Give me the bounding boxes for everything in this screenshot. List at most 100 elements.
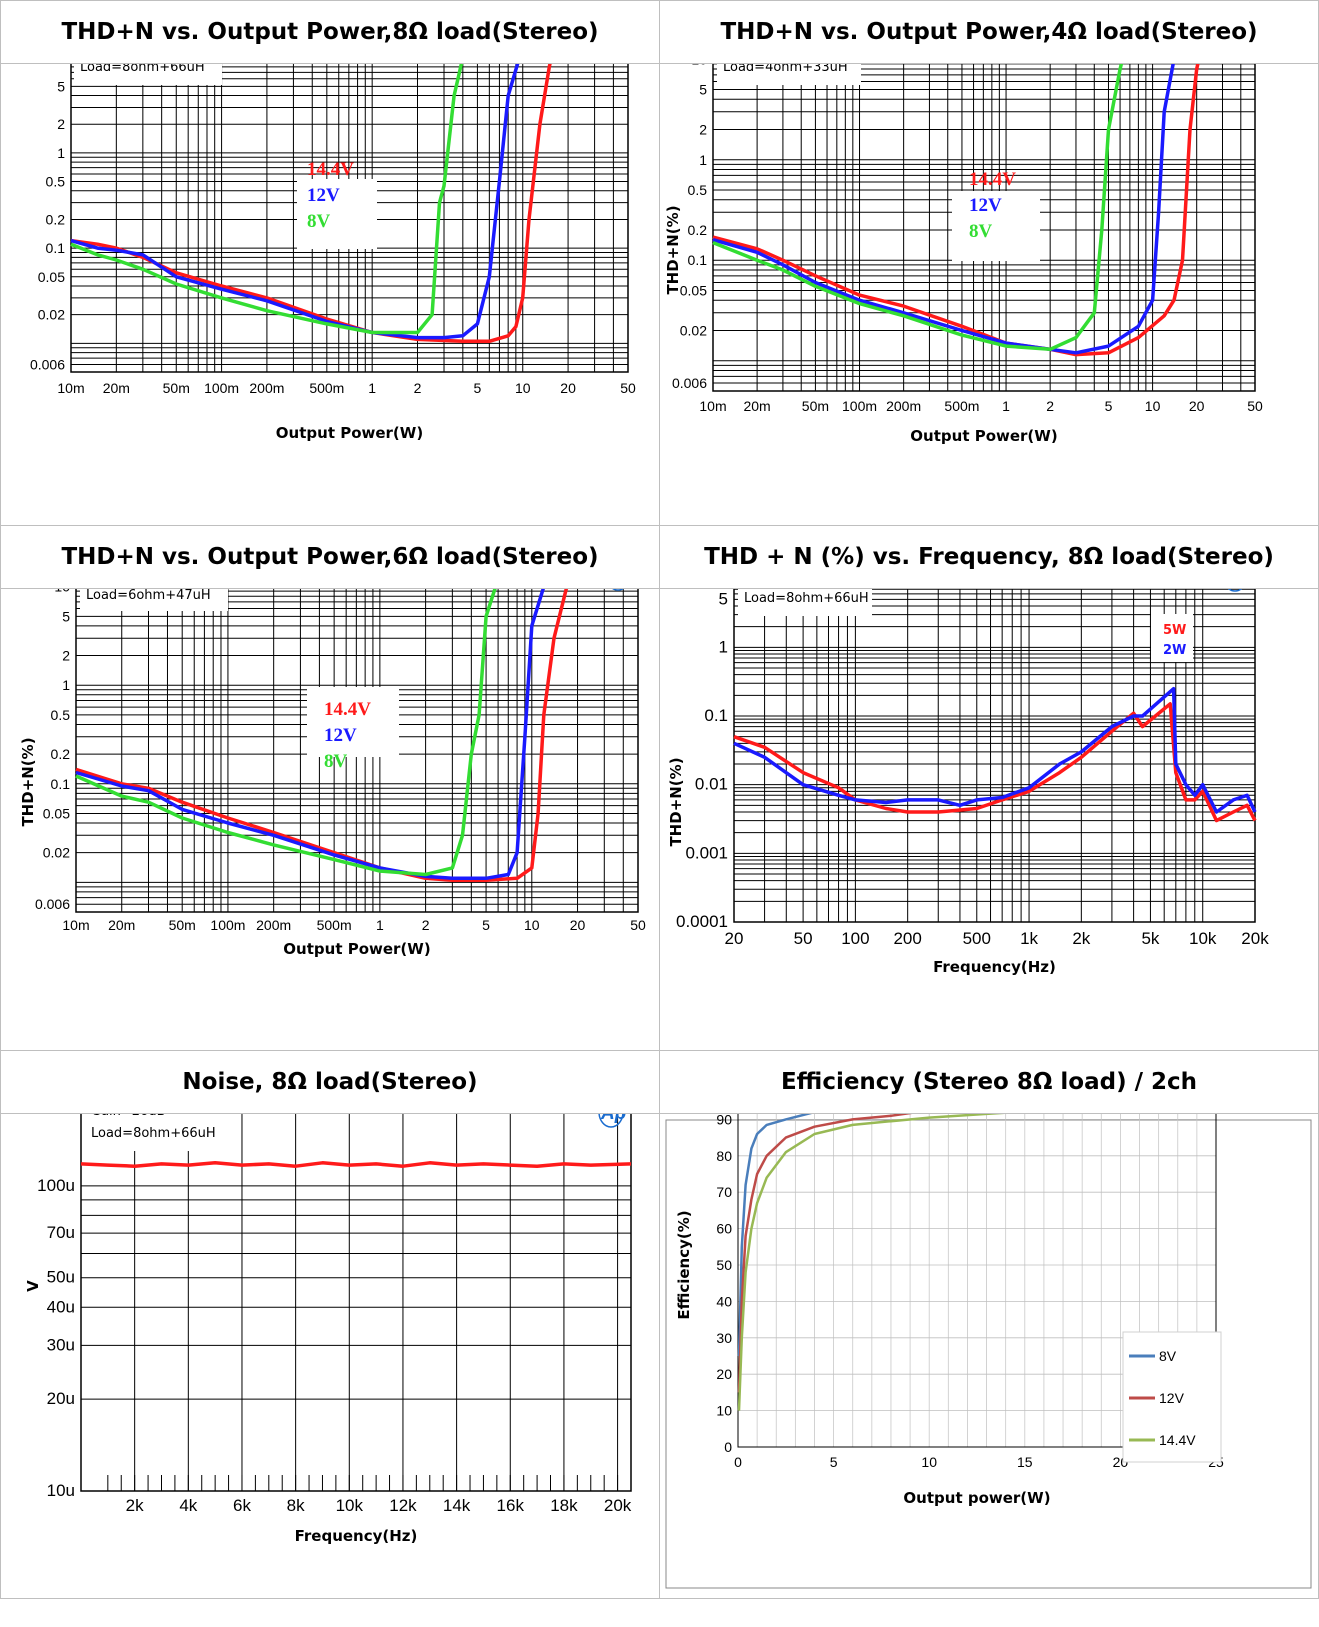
panel-1-chart: Gain=26dBLoad=8ohm+66uH14.4V12V8VAp10m20… [0, 63, 660, 526]
y-tick-label: 0.5 [46, 174, 66, 190]
info-box [74, 64, 222, 85]
y-tick-label: 5 [699, 82, 707, 98]
x-tick-label: 200 [893, 929, 921, 948]
x-tick-label: 1 [376, 917, 384, 933]
series-line-8v [75, 589, 497, 877]
x-tick-label: 50 [620, 380, 636, 396]
y-tick-label: 0.02 [43, 845, 70, 861]
thd-vs-power-8ohm-svg: Gain=26dBLoad=8ohm+66uH14.4V12V8VAp10m20… [30, 64, 636, 442]
x-tick-label: 18k [550, 1496, 578, 1515]
y-tick-label: 0.2 [688, 222, 708, 238]
x-tick-label: 10k [1189, 929, 1217, 948]
thd-vs-power-4ohm-svg: Gain=26dBLoad=4ohm+33uH14.4V12V8VAp10m20… [664, 64, 1263, 445]
x-tick-label: 20m [103, 380, 130, 396]
x-tick-label: 100m [210, 917, 245, 933]
x-tick-label: 10m [62, 917, 89, 933]
x-tick-label: 10m [699, 398, 726, 414]
panel-3-chart: Gain=26dBLoad=6ohm+47uH14.4V12V8VAp10m20… [0, 588, 660, 1051]
voltage-label-box [1151, 614, 1193, 662]
x-axis-title: Output Power(W) [910, 427, 1057, 445]
x-tick-label: 200m [249, 380, 284, 396]
y-tick-label: 10 [716, 1403, 732, 1419]
x-tick-label: 15 [1017, 1454, 1033, 1470]
y-tick-label: 0 [724, 1439, 732, 1455]
x-tick-label: 50m [163, 380, 190, 396]
y-tick-label: 60 [716, 1221, 732, 1237]
y-tick-label: 0.2 [46, 211, 66, 227]
y-tick-label: 2 [699, 121, 707, 137]
x-tick-label: 4k [179, 1496, 197, 1515]
series-line-8v [737, 1114, 813, 1357]
svg-text:Ap: Ap [600, 1114, 626, 1124]
plot-area-border [712, 64, 1256, 392]
info-box-line: Load=6ohm+47uH [86, 589, 211, 603]
x-tick-label: 16k [497, 1496, 525, 1515]
x-axis-title: Output power(W) [903, 1489, 1050, 1507]
y-tick-label: 100u [37, 1176, 75, 1195]
x-tick-label: 20 [560, 380, 576, 396]
series-line-14-4v [70, 64, 552, 344]
x-tick-label: 50 [794, 929, 813, 948]
x-tick-label: 500m [317, 917, 352, 933]
x-tick-label: 10 [515, 380, 531, 396]
x-axis-title: Frequency(Hz) [295, 1527, 418, 1545]
y-tick-label: 70 [716, 1184, 732, 1200]
x-tick-label: 500m [309, 380, 344, 396]
x-axis-title: Frequency(Hz) [933, 958, 1056, 976]
thd-vs-frequency-svg: Gain=26dBLoad=8ohm+66uH5W2WAp20501002005… [667, 589, 1269, 976]
series-line-8v [70, 64, 464, 335]
x-tick-label: 10m [57, 380, 84, 396]
series-label: 14.4V [307, 159, 354, 180]
y-axis-title: Efficiency(%) [675, 1210, 693, 1319]
y-axis-title: V [24, 1280, 42, 1292]
x-tick-label: 6k [233, 1496, 251, 1515]
voltage-label-box [297, 179, 377, 249]
legend-label: 12V [1159, 1390, 1185, 1406]
series-line-12v [75, 589, 545, 881]
info-box-line: Load=8ohm+66uH [91, 1126, 216, 1141]
series-line-14-4v [75, 589, 569, 882]
panel-4-title: THD + N (%) vs. Frequency, 8Ω load(Stere… [659, 525, 1319, 589]
y-tick-label: 0.02 [680, 322, 707, 338]
plot-area-border [75, 589, 639, 913]
y-tick-label: 2 [57, 116, 65, 132]
x-tick-label: 200m [256, 917, 291, 933]
voltage-label-box [952, 191, 1040, 261]
x-tick-label: 20m [108, 917, 135, 933]
voltage-label-box [307, 687, 399, 757]
x-tick-label: 200m [886, 398, 921, 414]
y-tick-label: 0.1 [51, 776, 71, 792]
x-tick-label: 12k [389, 1496, 417, 1515]
panel-5-chart: Gain=26dB Load=8ohm+66uH Ap 2k 4k 6k 8k 10k 12k 1… [0, 1113, 660, 1599]
ap-logo-icon: Ap [612, 589, 624, 591]
x-tick-label: 1 [368, 380, 376, 396]
y-tick-label: 2 [62, 648, 70, 664]
y-tick-label: 0.006 [30, 356, 65, 372]
series-line-12v [737, 1114, 913, 1393]
x-tick-label: 2k [1072, 929, 1090, 948]
x-tick-label: 20 [1189, 398, 1205, 414]
y-tick-label: 0.01 [695, 775, 728, 794]
x-tick-label: 2 [422, 917, 430, 933]
y-tick-label: 1 [62, 677, 70, 693]
x-tick-label: 5k [1141, 929, 1159, 948]
efficiency-svg: 05101520250102030405060708090100Output p… [665, 1114, 1312, 1589]
x-tick-label: 50 [630, 917, 646, 933]
x-tick-label: 5 [1105, 398, 1113, 414]
y-tick-label: 5 [57, 78, 65, 94]
x-tick-label: 5 [482, 917, 490, 933]
plot-area-border [737, 1114, 1217, 1448]
info-box-line: Gain=26dB [91, 1114, 166, 1119]
x-tick-label: 100m [842, 398, 877, 414]
x-tick-label: 1k [1020, 929, 1038, 948]
x-axis-title: Output Power(W) [283, 940, 430, 958]
thd-vs-power-6ohm-svg: Gain=26dBLoad=6ohm+47uH14.4V12V8VAp10m20… [19, 589, 646, 958]
y-axis-title: THD+N(%) [664, 205, 682, 294]
y-tick-label: 0.1 [704, 706, 728, 725]
y-tick-label: 1 [699, 152, 707, 168]
x-tick-label: 500m [944, 398, 979, 414]
series-line-14-4v [737, 1114, 1005, 1411]
y-tick-label: 1 [57, 145, 65, 161]
y-tick-label: 20 [716, 1366, 732, 1382]
